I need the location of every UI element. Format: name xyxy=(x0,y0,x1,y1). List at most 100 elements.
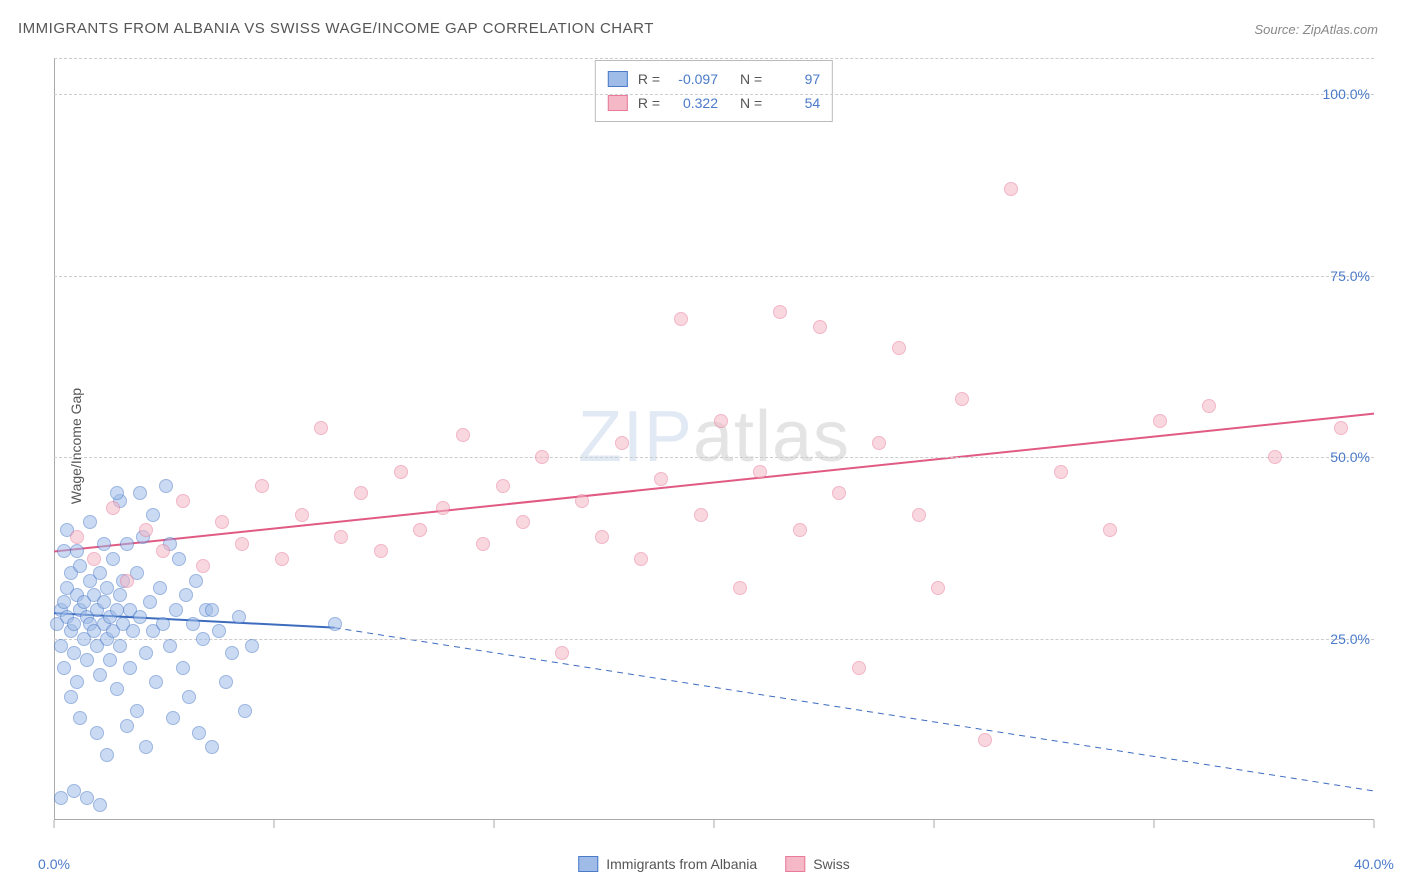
data-point xyxy=(192,726,206,740)
data-point xyxy=(110,486,124,500)
data-point xyxy=(654,472,668,486)
data-point xyxy=(120,537,134,551)
data-point xyxy=(110,603,124,617)
legend-item: Swiss xyxy=(785,856,850,872)
data-point xyxy=(93,566,107,580)
data-point xyxy=(205,603,219,617)
data-point xyxy=(189,574,203,588)
data-point xyxy=(169,603,183,617)
legend-n-label: N = xyxy=(740,71,762,87)
data-point xyxy=(163,639,177,653)
data-point xyxy=(103,653,117,667)
data-point xyxy=(436,501,450,515)
data-point xyxy=(1334,421,1348,435)
data-point xyxy=(694,508,708,522)
legend-n-value: 54 xyxy=(772,95,820,111)
legend-r-value: -0.097 xyxy=(670,71,718,87)
data-point xyxy=(166,711,180,725)
data-point xyxy=(275,552,289,566)
data-point xyxy=(1153,414,1167,428)
data-point xyxy=(106,552,120,566)
correlation-legend: R =-0.097N =97R =0.322N =54 xyxy=(595,60,833,122)
y-tick-label: 75.0% xyxy=(1330,268,1376,284)
legend-swatch xyxy=(608,71,628,87)
series-legend: Immigrants from Albania Swiss xyxy=(578,856,850,872)
data-point xyxy=(97,595,111,609)
data-point xyxy=(57,595,71,609)
data-point xyxy=(955,392,969,406)
data-point xyxy=(149,675,163,689)
data-point xyxy=(133,610,147,624)
x-tick-mark xyxy=(714,820,715,828)
legend-r-value: 0.322 xyxy=(670,95,718,111)
legend-swatch xyxy=(578,856,598,872)
legend-swatch xyxy=(608,95,628,111)
data-point xyxy=(394,465,408,479)
data-point xyxy=(196,559,210,573)
data-point xyxy=(852,661,866,675)
data-point xyxy=(126,624,140,638)
data-point xyxy=(176,661,190,675)
data-point xyxy=(97,537,111,551)
data-point xyxy=(196,632,210,646)
data-point xyxy=(110,682,124,696)
data-point xyxy=(205,740,219,754)
data-point xyxy=(1004,182,1018,196)
data-point xyxy=(255,479,269,493)
data-point xyxy=(93,798,107,812)
data-point xyxy=(93,668,107,682)
data-point xyxy=(133,486,147,500)
data-point xyxy=(176,494,190,508)
data-point xyxy=(212,624,226,638)
data-point xyxy=(159,479,173,493)
y-tick-label: 50.0% xyxy=(1330,449,1376,465)
legend-item: Immigrants from Albania xyxy=(578,856,757,872)
data-point xyxy=(130,704,144,718)
x-tick-mark xyxy=(274,820,275,828)
data-point xyxy=(106,501,120,515)
data-point xyxy=(456,428,470,442)
data-point xyxy=(70,544,84,558)
legend-n-value: 97 xyxy=(772,71,820,87)
data-point xyxy=(615,436,629,450)
legend-r-label: R = xyxy=(638,95,660,111)
trend-lines xyxy=(54,58,1374,848)
data-point xyxy=(773,305,787,319)
data-point xyxy=(328,617,342,631)
x-tick-mark xyxy=(493,820,494,828)
data-point xyxy=(931,581,945,595)
data-point xyxy=(595,530,609,544)
data-point xyxy=(73,559,87,573)
legend-n-label: N = xyxy=(740,95,762,111)
data-point xyxy=(295,508,309,522)
data-point xyxy=(235,537,249,551)
data-point xyxy=(156,617,170,631)
data-point xyxy=(100,581,114,595)
data-point xyxy=(57,544,71,558)
data-point xyxy=(496,479,510,493)
data-point xyxy=(179,588,193,602)
gridline xyxy=(54,276,1374,277)
data-point xyxy=(535,450,549,464)
legend-label: Immigrants from Albania xyxy=(606,856,757,872)
data-point xyxy=(120,719,134,733)
data-point xyxy=(714,414,728,428)
x-tick-mark xyxy=(1374,820,1375,828)
data-point xyxy=(872,436,886,450)
data-point xyxy=(978,733,992,747)
data-point xyxy=(892,341,906,355)
source-attribution: Source: ZipAtlas.com xyxy=(1254,22,1378,37)
data-point xyxy=(733,581,747,595)
data-point xyxy=(139,740,153,754)
data-point xyxy=(1103,523,1117,537)
data-point xyxy=(54,639,68,653)
data-point xyxy=(1202,399,1216,413)
data-point xyxy=(555,646,569,660)
data-point xyxy=(113,588,127,602)
data-point xyxy=(912,508,926,522)
y-tick-label: 100.0% xyxy=(1323,86,1376,102)
data-point xyxy=(314,421,328,435)
x-tick-mark xyxy=(934,820,935,828)
data-point xyxy=(57,661,71,675)
data-point xyxy=(476,537,490,551)
